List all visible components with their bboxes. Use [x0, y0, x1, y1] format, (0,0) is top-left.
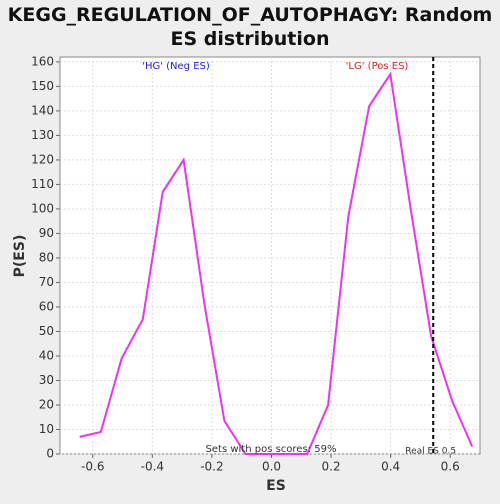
y-tick-label: 40	[39, 348, 54, 362]
y-tick-label: 150	[31, 79, 54, 93]
x-tick-label: 0.0	[262, 460, 281, 474]
y-tick-label: 50	[39, 324, 54, 338]
annotation: Sets with pos scores: 59%	[206, 444, 337, 455]
y-tick-label: 140	[31, 103, 54, 117]
y-tick-label: 160	[31, 54, 54, 68]
y-tick-label: 60	[39, 299, 54, 313]
annotation: 'HG' (Neg ES)	[142, 61, 210, 72]
y-tick-label: 30	[39, 373, 54, 387]
chart-title: KEGG_REGULATION_OF_AUTOPHAGY: Random ES d…	[8, 4, 493, 50]
annotation: 'LG' (Pos ES)	[346, 61, 409, 72]
real-es-label: Real ES 0.5	[405, 447, 456, 457]
y-tick-label: 90	[39, 226, 54, 240]
y-tick-label: 110	[31, 177, 54, 191]
x-tick-label: 0.2	[322, 460, 341, 474]
y-axis-label: P(ES)	[12, 235, 28, 278]
y-tick-label: 10	[39, 422, 54, 436]
x-tick-label: 0.6	[441, 460, 460, 474]
y-tick-label: 0	[46, 447, 54, 461]
x-tick-label: 0.4	[381, 460, 400, 474]
y-tick-label: 20	[39, 397, 54, 411]
x-axis-label: ES	[266, 478, 286, 494]
x-tick-label: -0.6	[81, 460, 104, 474]
x-tick-label: -0.2	[200, 460, 223, 474]
line	[79, 71, 474, 455]
y-tick-label: 130	[31, 128, 54, 142]
y-tick-label: 80	[39, 250, 54, 264]
plot-area	[59, 56, 481, 455]
x-tick-label: -0.4	[141, 460, 164, 474]
y-tick-label: 120	[31, 152, 54, 166]
y-tick-label: 100	[31, 201, 54, 215]
y-tick-label: 70	[39, 275, 54, 289]
